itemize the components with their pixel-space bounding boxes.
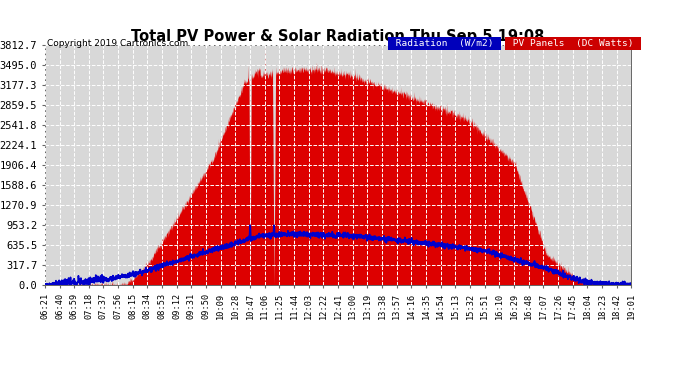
Text: Copyright 2019 Cartronics.com: Copyright 2019 Cartronics.com	[47, 39, 188, 48]
Title: Total PV Power & Solar Radiation Thu Sep 5 19:08: Total PV Power & Solar Radiation Thu Sep…	[131, 29, 545, 44]
Text: PV Panels  (DC Watts): PV Panels (DC Watts)	[507, 39, 640, 48]
Text: Radiation  (W/m2): Radiation (W/m2)	[390, 39, 499, 48]
